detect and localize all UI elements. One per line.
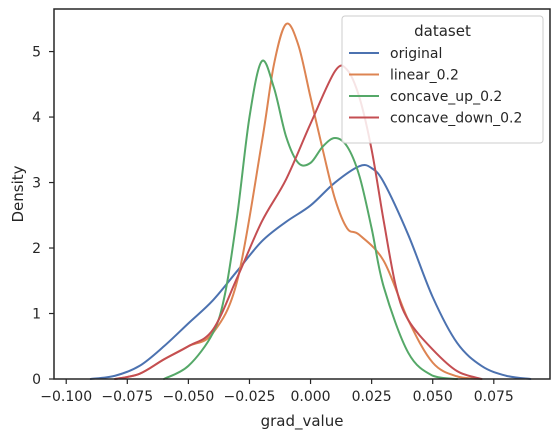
x-tick-label: −0.075 xyxy=(101,389,153,405)
series-lines xyxy=(89,22,532,380)
y-tick-label: 2 xyxy=(32,241,41,257)
x-axis-ticks: −0.100 −0.075 −0.050 −0.025 0.000 0.025 0.050 0… xyxy=(40,379,514,405)
x-axis-label: grad_value xyxy=(261,412,344,431)
legend-label: concave_down_0.2 xyxy=(390,111,522,127)
series-line-concave-down-0-2 xyxy=(114,64,483,380)
plot-frame xyxy=(53,8,551,380)
x-tick-label: 0.075 xyxy=(474,389,514,405)
legend: dataset original linear_0.2 concave_up_0.2… xyxy=(341,15,544,144)
y-axis-ticks: 0 1 2 3 4 5 xyxy=(32,45,54,388)
y-tick-label: 3 xyxy=(32,176,41,192)
legend-label: original xyxy=(390,46,442,62)
y-axis-label: Density xyxy=(9,165,27,222)
x-tick-label: 0.000 xyxy=(291,389,331,405)
y-tick-label: 4 xyxy=(32,110,41,126)
x-tick-label: −0.025 xyxy=(224,389,276,405)
legend-items: original linear_0.2 concave_up_0.2 concave_… xyxy=(349,46,522,127)
legend-label: linear_0.2 xyxy=(390,68,459,84)
y-tick-label: 1 xyxy=(32,307,41,323)
x-tick-label: 0.050 xyxy=(413,389,453,405)
x-tick-label: −0.050 xyxy=(162,389,214,405)
y-tick-label: 0 xyxy=(32,372,41,388)
legend-title: dataset xyxy=(414,22,471,40)
x-tick-label: 0.025 xyxy=(352,389,392,405)
series-line-original xyxy=(89,164,532,380)
legend-label: concave_up_0.2 xyxy=(390,89,502,105)
y-tick-label: 5 xyxy=(32,45,41,61)
legend-box xyxy=(341,15,544,144)
x-tick-label: −0.100 xyxy=(40,389,92,405)
series-line-concave-up-0-2 xyxy=(162,59,459,380)
